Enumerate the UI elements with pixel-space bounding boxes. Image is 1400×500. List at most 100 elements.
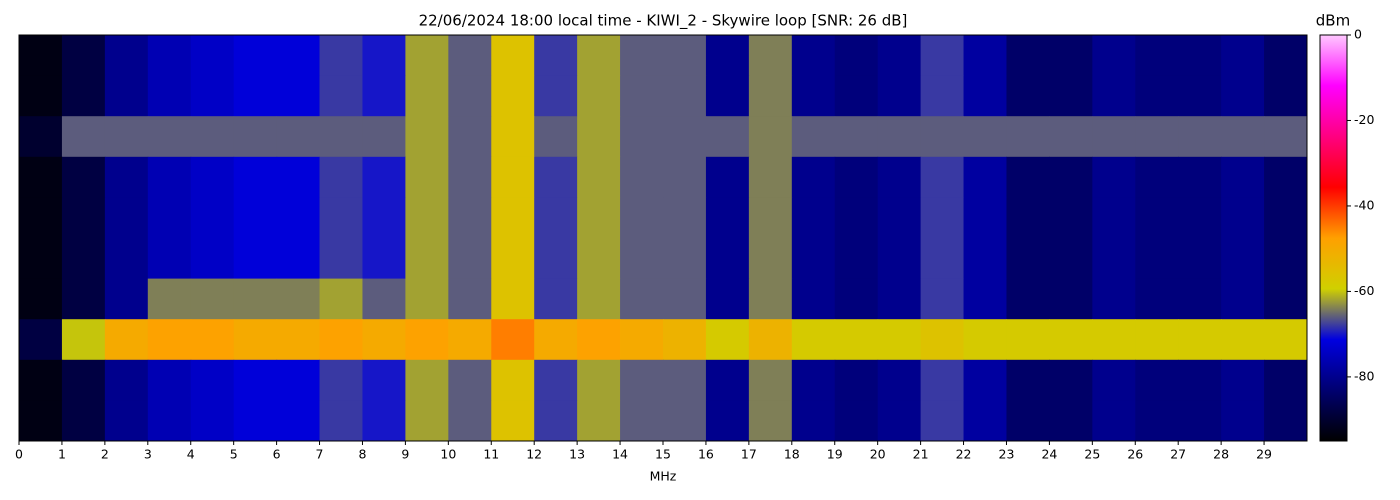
heatmap-cell [1006, 238, 1050, 280]
heatmap-cell [920, 319, 965, 361]
heatmap-cell [1049, 116, 1093, 158]
heatmap-cell [276, 359, 321, 401]
heatmap-cell [276, 116, 321, 158]
heatmap-cell [1135, 359, 1179, 401]
x-tick-label: 18 [784, 447, 800, 462]
heatmap-cell [1135, 75, 1179, 117]
heatmap-cell [362, 156, 406, 198]
heatmap-cell [190, 319, 235, 361]
x-tick-label: 9 [401, 447, 409, 462]
heatmap-cell [577, 156, 621, 198]
heatmap-cell [491, 359, 535, 401]
heatmap-cell [405, 359, 449, 401]
heatmap-cell [1221, 359, 1265, 401]
heatmap-cell [620, 359, 664, 401]
heatmap-cell [663, 35, 707, 77]
heatmap-cell [877, 156, 922, 198]
heatmap-cell [362, 197, 406, 239]
heatmap-cell [663, 238, 707, 280]
heatmap-cell [1092, 197, 1136, 239]
heatmap-cell [705, 156, 750, 198]
heatmap-cell [877, 359, 922, 401]
heatmap-cell [620, 35, 664, 77]
heatmap-cell [920, 400, 965, 442]
heatmap-cell [534, 116, 578, 158]
heatmap-cell [448, 359, 492, 401]
heatmap-cell [1221, 116, 1265, 158]
heatmap-cell [319, 238, 363, 280]
heatmap-cell [1006, 156, 1050, 198]
heatmap-cell [577, 278, 621, 320]
heatmap-cell [491, 35, 535, 77]
heatmap-cell [663, 75, 707, 117]
heatmap-cell [448, 156, 492, 198]
heatmap-cell [405, 116, 449, 158]
heatmap-cell [963, 116, 1007, 158]
heatmap-cell [448, 400, 492, 442]
heatmap-cell [877, 319, 922, 361]
x-tick-label: 8 [358, 447, 366, 462]
heatmap-cell [534, 197, 578, 239]
heatmap-cell [834, 156, 879, 198]
heatmap-cell [877, 116, 922, 158]
heatmap-cell [276, 197, 321, 239]
heatmap-cell [147, 75, 192, 117]
heatmap-cell [534, 400, 578, 442]
heatmap-cell [748, 197, 793, 239]
heatmap-cell [1135, 116, 1179, 158]
heatmap-cell [405, 35, 449, 77]
heatmap-cell [663, 319, 707, 361]
heatmap-cell [877, 278, 922, 320]
heatmap-cell [190, 278, 235, 320]
colorbar-tick-label: -80 [1354, 368, 1374, 383]
heatmap-cell [491, 75, 535, 117]
heatmap-cell [233, 400, 278, 442]
heatmap-cell [963, 359, 1007, 401]
heatmap-cell [1264, 238, 1308, 280]
heatmap-cell [963, 238, 1007, 280]
heatmap-cell [748, 278, 793, 320]
heatmap-cell [663, 400, 707, 442]
heatmap-cell [362, 238, 406, 280]
heatmap-cell [104, 319, 149, 361]
chart-title: 22/06/2024 18:00 local time - KIWI_2 - S… [419, 12, 908, 31]
heatmap-cell [877, 197, 922, 239]
heatmap-cell [190, 116, 235, 158]
heatmap-cell [834, 400, 879, 442]
heatmap-cell [190, 35, 235, 77]
x-tick-label: 5 [230, 447, 238, 462]
heatmap-cell [663, 116, 707, 158]
heatmap-cell [190, 238, 235, 280]
heatmap-cell [791, 156, 836, 198]
heatmap-cell [577, 197, 621, 239]
heatmap-cell [1178, 35, 1222, 77]
heatmap-cell [276, 400, 321, 442]
heatmap-cell [448, 238, 492, 280]
heatmap-cell [1092, 238, 1136, 280]
heatmap-cell [1049, 75, 1093, 117]
x-tick-label: 24 [1041, 447, 1057, 462]
heatmap-cell [920, 116, 965, 158]
heatmap-cell [491, 116, 535, 158]
heatmap-cell [405, 400, 449, 442]
heatmap-cell [920, 278, 965, 320]
heatmap-cell [1049, 35, 1093, 77]
heatmap-cell [791, 359, 836, 401]
heatmap-cell [19, 319, 63, 361]
heatmap-cell [61, 400, 106, 442]
heatmap-cell [1264, 319, 1308, 361]
heatmap-cell [319, 319, 363, 361]
heatmap-cell [19, 75, 63, 117]
heatmap-cell [61, 35, 106, 77]
heatmap-cell [491, 319, 535, 361]
heatmap-cell [1135, 319, 1179, 361]
x-tick-label: 4 [187, 447, 195, 462]
heatmap-cell [1178, 319, 1222, 361]
heatmap-cell [448, 197, 492, 239]
heatmap-cell [1092, 278, 1136, 320]
heatmap-cell [491, 278, 535, 320]
heatmap-cell [233, 359, 278, 401]
heatmap-cell [791, 116, 836, 158]
heatmap-cell [405, 319, 449, 361]
heatmap-cell [362, 359, 406, 401]
